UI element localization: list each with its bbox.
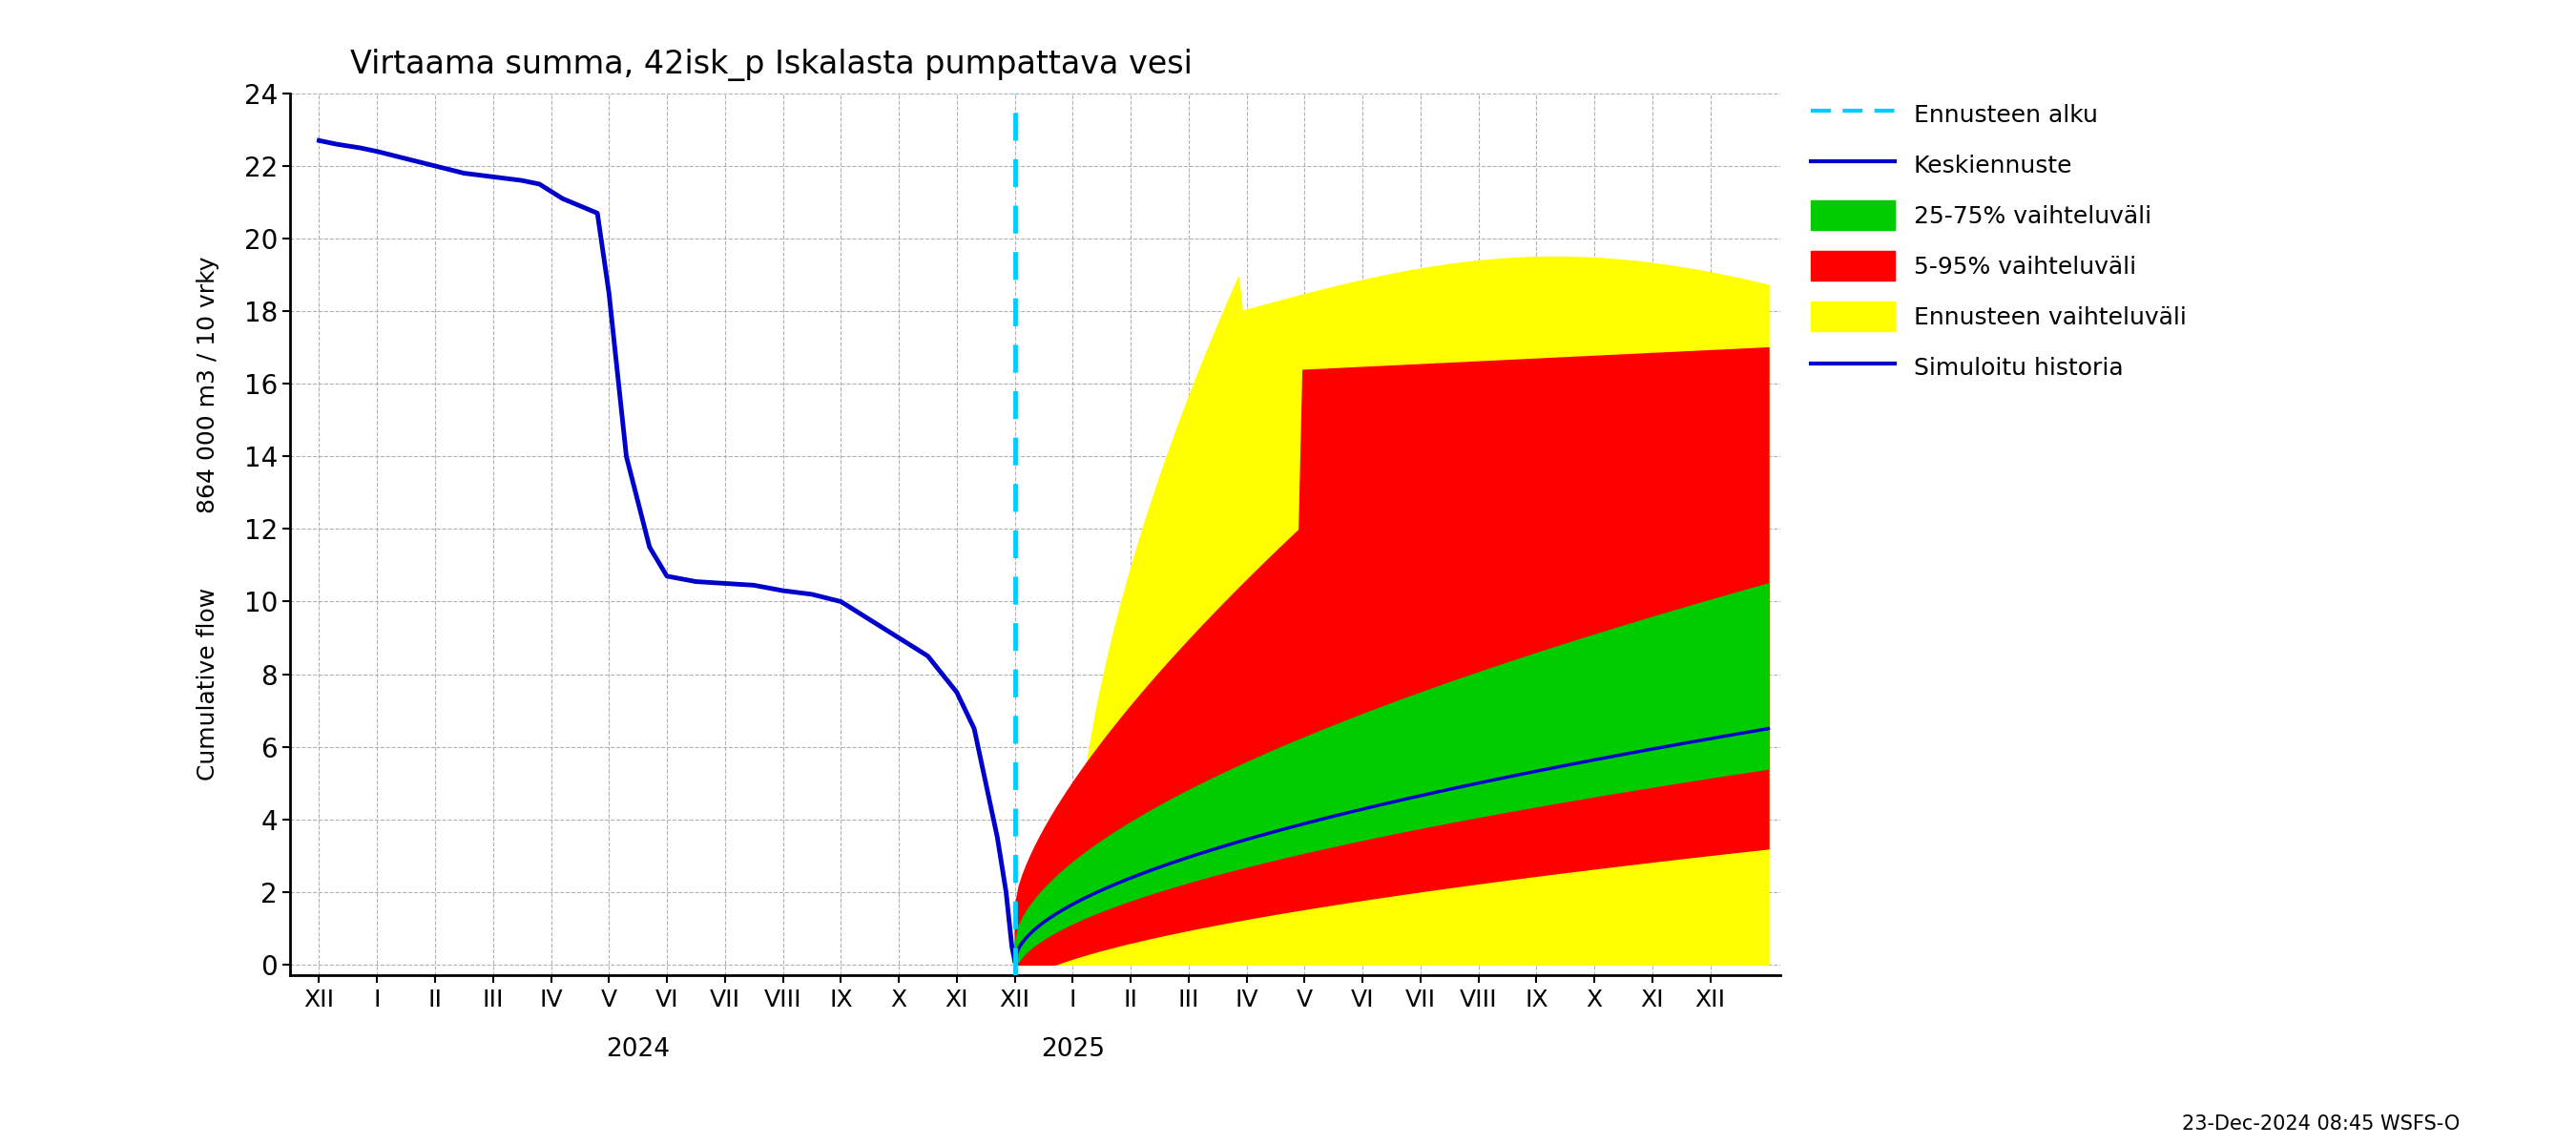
Text: 2025: 2025 [1041,1037,1105,1063]
Text: 23-Dec-2024 08:45 WSFS-O: 23-Dec-2024 08:45 WSFS-O [2182,1114,2460,1134]
Text: 2024: 2024 [605,1037,670,1063]
Legend: Ennusteen alku, Keskiennuste, 25-75% vaihteluväli, 5-95% vaihteluväli, Ennusteen: Ennusteen alku, Keskiennuste, 25-75% vai… [1801,88,2197,394]
Text: Cumulative flow: Cumulative flow [196,587,219,781]
Text: 864 000 m3 / 10 vrky: 864 000 m3 / 10 vrky [196,255,219,513]
Text: Virtaama summa, 42isk_p Iskalasta pumpattava vesi: Virtaama summa, 42isk_p Iskalasta pumpat… [350,48,1193,81]
